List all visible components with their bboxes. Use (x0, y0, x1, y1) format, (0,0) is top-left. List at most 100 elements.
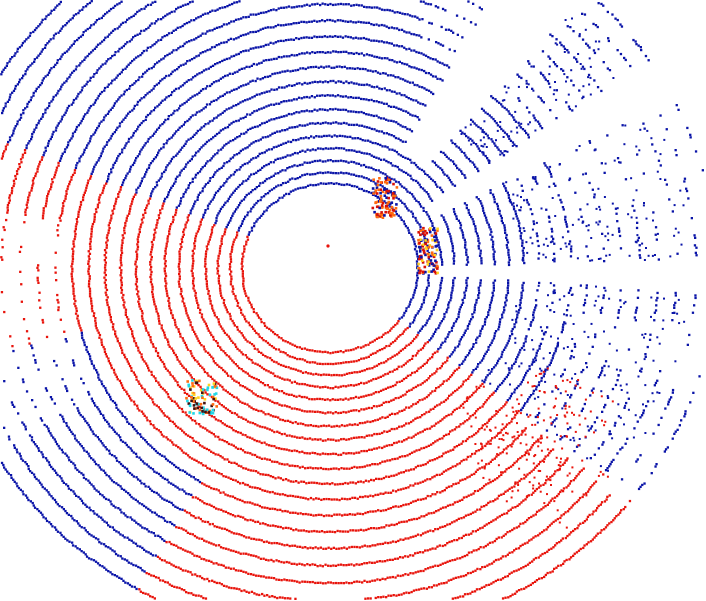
ring-point (347, 96, 350, 99)
ring-point (484, 401, 487, 404)
ring-point (393, 412, 397, 416)
ring-point (372, 495, 375, 498)
ring-point (316, 171, 319, 175)
ring-point (329, 147, 333, 150)
ring-point (308, 20, 311, 23)
ring-point (250, 173, 253, 176)
ring-point (517, 224, 521, 228)
ring-point (405, 390, 409, 393)
ring-point (367, 380, 370, 383)
ring-point (335, 373, 338, 377)
ring-point (420, 305, 423, 309)
ring-point (112, 368, 116, 371)
ring-point (140, 353, 143, 356)
ring-point (241, 270, 244, 273)
ring-point (209, 48, 212, 51)
ring-point (491, 96, 495, 100)
ring-point (168, 74, 171, 77)
ring-point (220, 41, 223, 45)
ring-point (450, 139, 453, 142)
ring-point (372, 155, 376, 158)
ring-point (289, 190, 292, 193)
ring-point (425, 445, 428, 449)
ring-point (410, 210, 413, 213)
ring-point (251, 421, 255, 425)
ring-point (492, 286, 495, 290)
ring-point (164, 118, 167, 122)
ring-point (552, 237, 555, 240)
ring-point (190, 457, 194, 460)
ring-point (232, 139, 235, 142)
ring-point (490, 299, 493, 302)
ring-point (251, 111, 254, 115)
ring-point (393, 441, 396, 445)
ring-point (336, 529, 339, 533)
ring-point (298, 163, 302, 167)
ring-point (380, 526, 383, 529)
ring-point (465, 156, 468, 159)
ring-point (104, 286, 107, 289)
ring-point (523, 453, 526, 457)
ring-point (234, 137, 237, 140)
ring-point (257, 316, 261, 319)
ring-point (422, 301, 425, 304)
ring-point (311, 51, 314, 54)
ring-point (94, 324, 97, 327)
ring-point (415, 369, 419, 373)
ring-point (333, 531, 337, 534)
ring-point (182, 167, 185, 170)
ring-point (176, 175, 179, 178)
ring-point (206, 207, 210, 210)
ring-point (207, 243, 210, 246)
ring-point (177, 128, 180, 131)
ring-point (262, 195, 266, 198)
ring-point (221, 438, 224, 442)
ring-point (186, 216, 189, 219)
ring-point (407, 97, 410, 100)
ring-point (218, 187, 221, 191)
ring-point (414, 385, 418, 389)
ring-point (154, 350, 158, 353)
ring-point (137, 125, 140, 128)
ring-point (408, 359, 411, 362)
ring-point (300, 110, 303, 113)
ring-point (523, 261, 526, 265)
ring-point (156, 105, 159, 108)
ring-point (326, 398, 329, 401)
ring-point (319, 159, 322, 162)
ring-point (104, 261, 107, 264)
ring-point (215, 219, 218, 222)
ring-point (242, 116, 245, 120)
ring-point (371, 352, 375, 355)
ring-point (141, 177, 144, 180)
ring-point (538, 411, 541, 415)
ring-point (350, 437, 353, 440)
ring-point (374, 510, 377, 513)
ring-point (466, 327, 469, 330)
ring-point (268, 119, 271, 122)
ring-point (390, 134, 393, 137)
ring-point (189, 416, 192, 420)
ring-point (156, 312, 160, 315)
ring-point (158, 103, 161, 106)
ring-point (313, 350, 317, 353)
ring-point (337, 350, 340, 353)
ring-point (246, 356, 249, 359)
ring-point (384, 332, 387, 335)
ring-point (347, 172, 350, 175)
ring-point (76, 317, 79, 320)
ring-point (359, 67, 362, 71)
ring-point (198, 423, 201, 426)
ring-point (273, 118, 276, 121)
ring-point (241, 313, 244, 316)
ring-point (330, 135, 334, 138)
ring-point (327, 171, 330, 174)
ring-point (114, 333, 117, 336)
ring-point (185, 80, 188, 83)
ring-point (292, 98, 296, 101)
ring-point (434, 440, 437, 443)
ring-point (536, 438, 540, 441)
ring-point (500, 473, 503, 476)
ring-point (308, 452, 311, 455)
ring-point (246, 435, 249, 439)
